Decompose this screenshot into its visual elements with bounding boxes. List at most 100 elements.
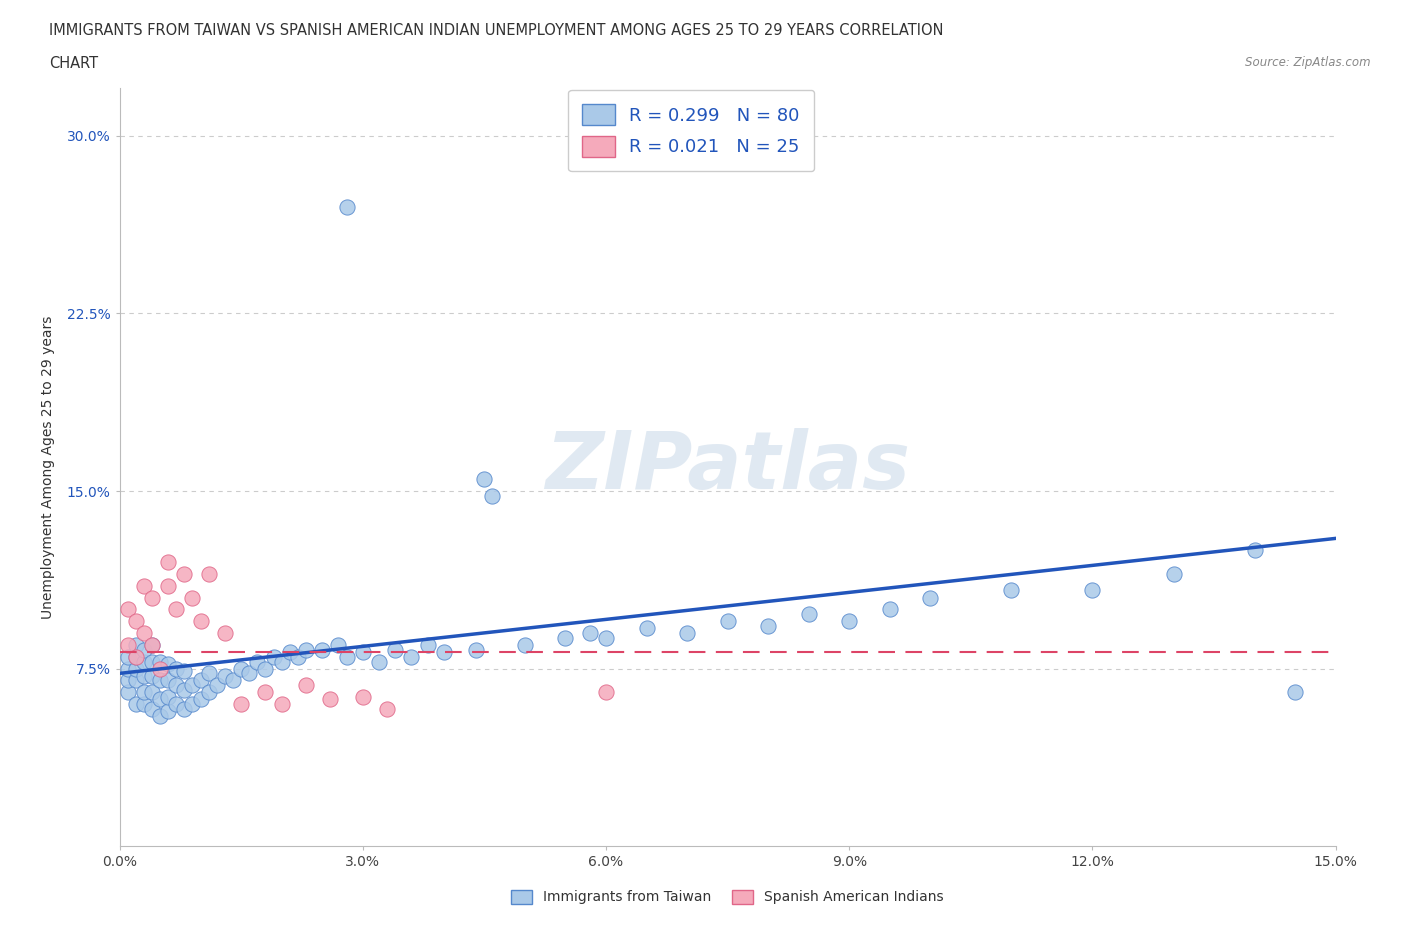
Point [157, 554, 180, 569]
Point [319, 692, 342, 707]
Point [141, 669, 163, 684]
Point [838, 614, 860, 629]
Point [270, 697, 292, 711]
Point [125, 649, 148, 664]
Point [335, 199, 357, 214]
Point [595, 631, 617, 645]
Point [375, 701, 398, 716]
Point [1284, 684, 1306, 699]
Point [578, 626, 600, 641]
Point [270, 654, 292, 669]
Point [165, 661, 187, 676]
Point [132, 697, 155, 711]
Point [554, 631, 576, 645]
Point [132, 654, 155, 669]
Point [132, 669, 155, 684]
Point [117, 602, 139, 617]
Text: ZIPatlas: ZIPatlas [546, 429, 910, 506]
Point [173, 566, 195, 581]
Point [311, 643, 333, 658]
Point [254, 661, 277, 676]
Point [117, 649, 139, 664]
Point [132, 643, 155, 658]
Point [433, 644, 456, 659]
Text: CHART: CHART [49, 56, 98, 71]
Point [481, 488, 503, 503]
Point [295, 643, 318, 658]
Point [513, 638, 536, 653]
Point [141, 684, 163, 699]
Point [149, 692, 172, 707]
Point [287, 649, 309, 664]
Point [132, 684, 155, 699]
Point [205, 678, 228, 693]
Text: IMMIGRANTS FROM TAIWAN VS SPANISH AMERICAN INDIAN UNEMPLOYMENT AMONG AGES 25 TO : IMMIGRANTS FROM TAIWAN VS SPANISH AMERIC… [49, 23, 943, 38]
Point [222, 673, 245, 688]
Point [797, 606, 820, 621]
Point [352, 644, 374, 659]
Point [157, 690, 180, 705]
Point [117, 684, 139, 699]
Point [157, 578, 180, 593]
Point [157, 657, 180, 671]
Point [181, 591, 204, 605]
Point [335, 649, 357, 664]
Point [636, 621, 658, 636]
Point [717, 614, 740, 629]
Point [125, 614, 148, 629]
Point [231, 661, 253, 676]
Point [401, 649, 423, 664]
Point [165, 697, 187, 711]
Point [595, 684, 617, 699]
Point [165, 678, 187, 693]
Point [197, 566, 219, 581]
Point [246, 654, 269, 669]
Point [149, 661, 172, 676]
Point [756, 618, 779, 633]
Point [472, 472, 496, 486]
Point [132, 626, 155, 641]
Point [125, 638, 148, 653]
Point [157, 673, 180, 688]
Point [141, 701, 163, 716]
Point [149, 654, 172, 669]
Point [368, 654, 391, 669]
Point [173, 683, 195, 698]
Point [1000, 583, 1022, 598]
Point [384, 643, 406, 658]
Legend: Immigrants from Taiwan, Spanish American Indians: Immigrants from Taiwan, Spanish American… [505, 883, 950, 911]
Point [190, 673, 212, 688]
Point [416, 638, 439, 653]
Point [295, 678, 318, 693]
Point [190, 614, 212, 629]
Point [1163, 566, 1185, 581]
Point [117, 673, 139, 688]
Point [149, 709, 172, 724]
Point [141, 638, 163, 653]
Point [676, 626, 699, 641]
Point [117, 638, 139, 653]
Point [197, 666, 219, 681]
Point [141, 591, 163, 605]
Point [254, 684, 277, 699]
Point [149, 673, 172, 688]
Point [328, 638, 350, 653]
Point [181, 678, 204, 693]
Point [278, 644, 301, 659]
Point [197, 684, 219, 699]
Text: Source: ZipAtlas.com: Source: ZipAtlas.com [1246, 56, 1371, 69]
Point [165, 602, 187, 617]
Point [214, 626, 236, 641]
Point [125, 697, 148, 711]
Point [117, 661, 139, 676]
Point [231, 697, 253, 711]
Point [214, 669, 236, 684]
Point [173, 664, 195, 679]
Point [190, 692, 212, 707]
Point [263, 649, 285, 664]
Point [125, 649, 148, 664]
Point [125, 661, 148, 676]
Point [352, 690, 374, 705]
Y-axis label: Unemployment Among Ages 25 to 29 years: Unemployment Among Ages 25 to 29 years [42, 315, 55, 619]
Point [157, 704, 180, 719]
